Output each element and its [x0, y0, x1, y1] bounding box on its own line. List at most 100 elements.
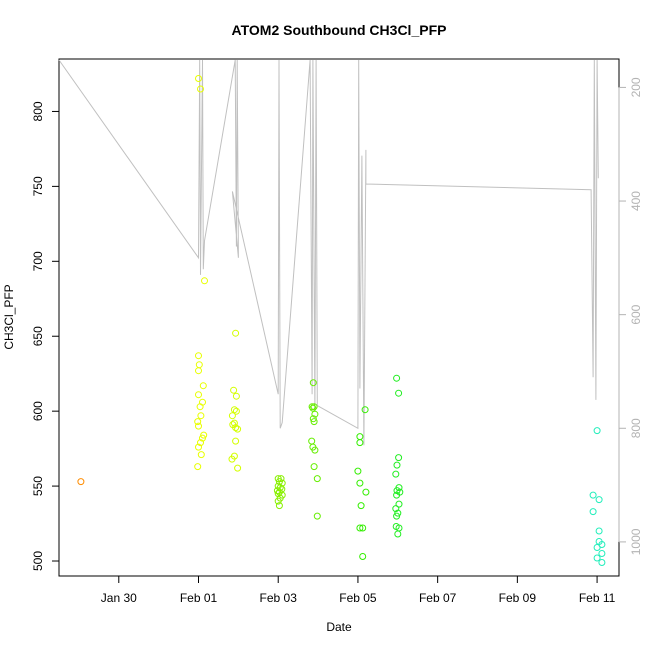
secondary-y-axis: 200 400 600 800 1000 — [618, 77, 643, 555]
data-point — [273, 487, 281, 495]
data-point — [393, 374, 401, 382]
y-tick-label: 550 — [31, 476, 45, 496]
data-point — [395, 454, 403, 462]
data-point — [274, 490, 282, 498]
data-point — [393, 491, 401, 499]
y-tick-label: 700 — [31, 251, 45, 271]
data-point — [232, 424, 240, 432]
data-point — [195, 391, 202, 399]
data-point — [234, 425, 242, 433]
data-point — [310, 463, 318, 471]
data-point — [393, 512, 401, 520]
data-point — [589, 491, 597, 499]
data-point — [361, 406, 369, 414]
data-point — [275, 502, 283, 510]
data-point — [392, 505, 400, 513]
data-point — [395, 500, 403, 508]
data-point — [362, 488, 370, 496]
data-point — [310, 418, 318, 426]
x-tick-label: Feb 03 — [260, 591, 298, 605]
data-point — [356, 524, 364, 532]
data-point — [232, 437, 240, 445]
data-point — [195, 361, 203, 369]
x-tick-label: Feb 01 — [180, 591, 218, 605]
x-tick-label: Feb 07 — [419, 591, 457, 605]
data-point — [234, 464, 242, 472]
data-point — [197, 439, 204, 447]
y-tick-label: 500 — [31, 551, 45, 571]
data-point — [230, 419, 238, 427]
secondary-y-tick-label: 400 — [629, 191, 643, 211]
data-point — [595, 527, 603, 535]
data-point — [356, 439, 364, 447]
data-point — [195, 422, 202, 430]
data-point — [311, 446, 319, 454]
data-point — [593, 427, 601, 435]
x-tick-label: Jan 30 — [101, 591, 137, 605]
x-tick-label: Feb 05 — [339, 591, 377, 605]
data-point — [356, 433, 364, 441]
data-point — [589, 508, 597, 516]
data-point — [354, 467, 362, 475]
y-tick-label: 650 — [31, 326, 45, 346]
data-point — [232, 329, 240, 337]
data-point — [197, 451, 205, 459]
data-point — [230, 406, 238, 414]
y-tick-label: 600 — [31, 401, 45, 421]
data-point — [593, 554, 601, 562]
data-point — [230, 386, 238, 394]
data-point — [195, 352, 202, 360]
data-point — [199, 434, 206, 442]
data-point — [309, 404, 317, 412]
data-point — [195, 75, 202, 82]
secondary-line-layer — [58, 59, 599, 446]
data-point — [595, 538, 603, 545]
data-point — [313, 475, 321, 483]
data-point — [201, 277, 208, 285]
data-point — [393, 461, 401, 469]
data-point — [309, 415, 317, 423]
data-point — [197, 85, 204, 93]
data-point — [232, 407, 240, 415]
x-axis-label: Date — [326, 620, 352, 634]
data-point — [197, 412, 205, 420]
data-point — [196, 403, 204, 411]
y-tick-label: 800 — [31, 101, 45, 121]
data-point — [394, 530, 402, 538]
data-point — [228, 412, 236, 420]
points-layer — [77, 75, 606, 566]
data-point — [309, 379, 317, 387]
plot-frame — [58, 58, 620, 577]
data-point — [595, 496, 603, 504]
data-point — [194, 463, 202, 471]
secondary-y-tick-label: 200 — [629, 77, 643, 97]
data-point — [195, 443, 202, 451]
data-point — [395, 389, 403, 397]
data-point — [194, 418, 202, 426]
data-point — [392, 470, 400, 478]
data-point — [598, 559, 606, 566]
plot-area — [58, 58, 620, 577]
y-tick-label: 750 — [31, 176, 45, 196]
data-point — [598, 550, 606, 557]
data-point — [308, 437, 316, 445]
data-point — [199, 382, 207, 390]
data-point — [228, 455, 236, 463]
data-point — [311, 410, 319, 418]
data-point — [232, 392, 240, 400]
x-tick-label: Feb 09 — [499, 591, 537, 605]
data-point — [359, 524, 367, 532]
data-point — [77, 478, 85, 486]
data-point — [195, 367, 202, 375]
secondary-y-tick-label: 600 — [629, 304, 643, 324]
data-point — [356, 479, 364, 487]
secondary-y-tick-label: 1000 — [629, 528, 643, 555]
data-point — [593, 544, 601, 551]
x-tick-label: Feb 11 — [579, 591, 616, 605]
chart-title: ATOM2 Southbound CH3Cl_PFP — [232, 22, 447, 38]
data-point — [357, 502, 365, 510]
secondary-y-tick-label: 800 — [629, 418, 643, 438]
secondary-series-line — [58, 59, 599, 446]
y-axis: 500 550 600 650 700 750 800 — [31, 101, 60, 571]
